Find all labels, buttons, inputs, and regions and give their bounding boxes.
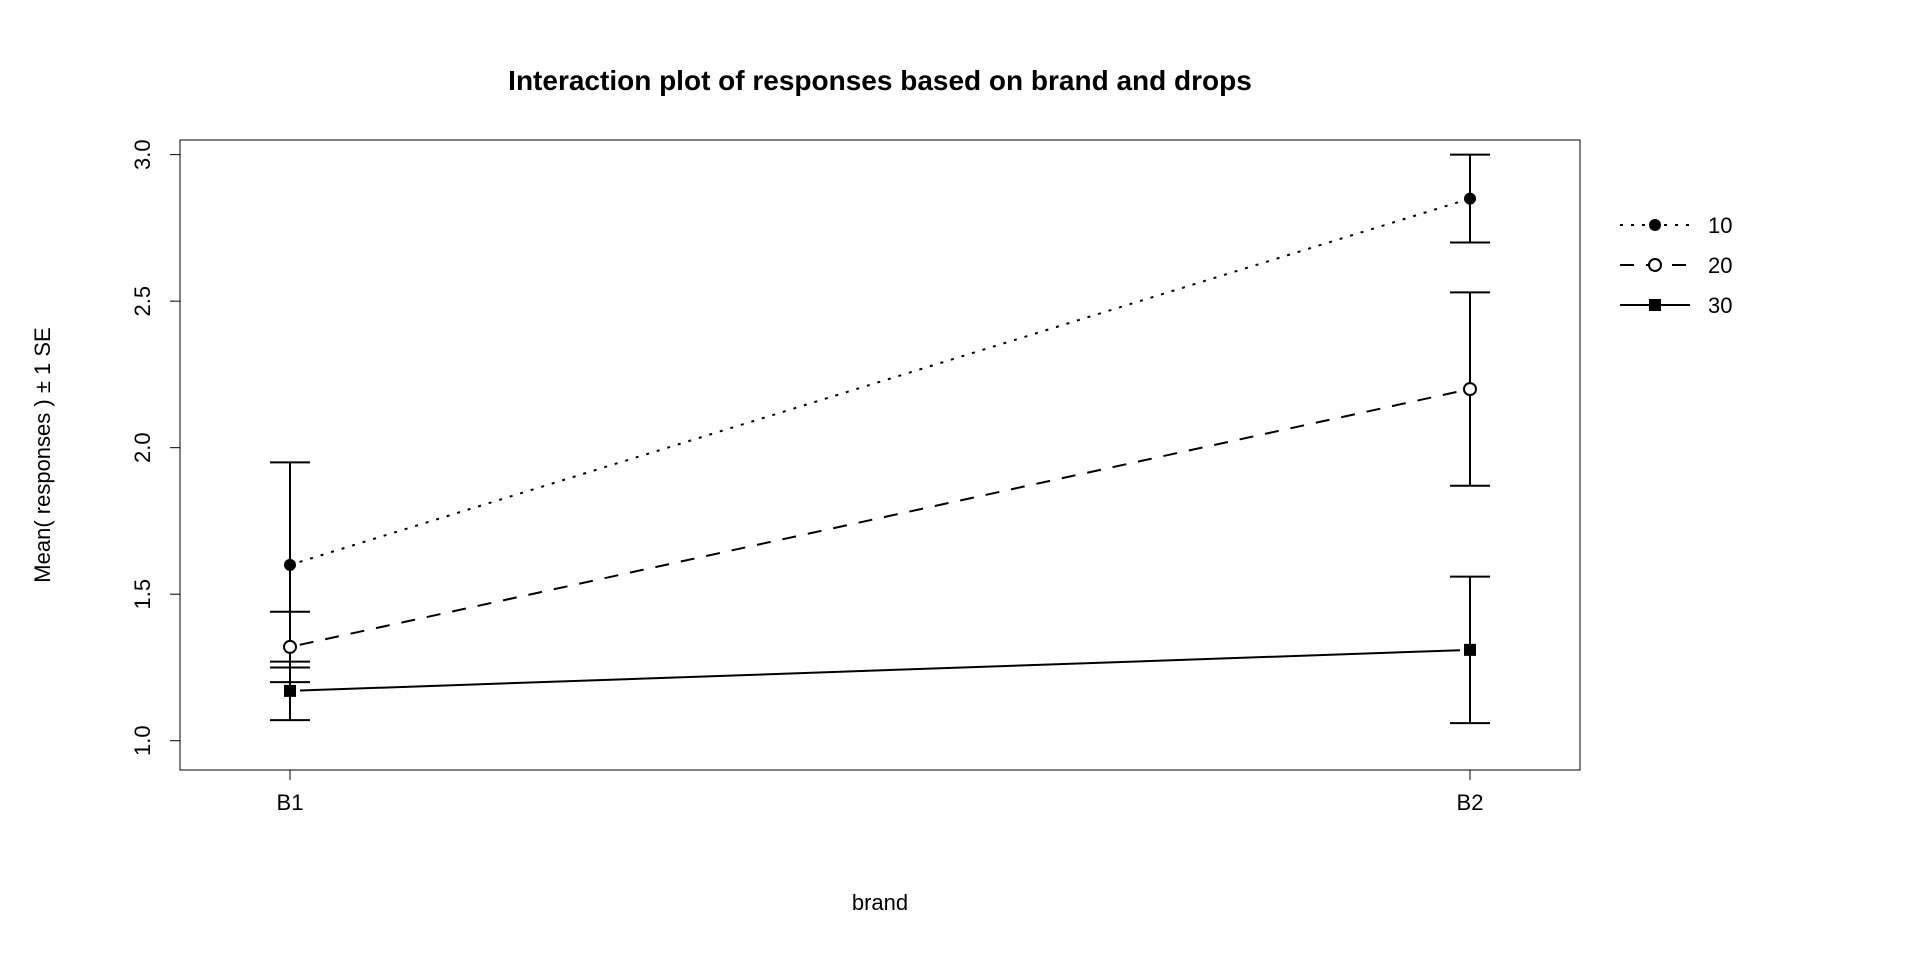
y-tick-label: 2.5 bbox=[130, 286, 155, 317]
marker-filled-square-icon bbox=[284, 685, 296, 697]
marker-filled-circle-icon bbox=[1464, 193, 1476, 205]
y-tick-label: 1.0 bbox=[130, 725, 155, 756]
y-tick-label: 2.0 bbox=[130, 432, 155, 463]
y-axis-label: Mean( responses ) ± 1 SE bbox=[30, 327, 55, 582]
series-point bbox=[284, 641, 296, 653]
marker-filled-circle-icon bbox=[1649, 219, 1661, 231]
interaction-plot: Interaction plot of responses based on b… bbox=[0, 0, 1920, 960]
marker-filled-square-icon bbox=[1464, 644, 1476, 656]
y-tick-label: 3.0 bbox=[130, 139, 155, 170]
series-point bbox=[1464, 193, 1476, 205]
marker-open-circle-icon bbox=[1649, 259, 1661, 271]
series-point bbox=[284, 685, 296, 697]
chart-title: Interaction plot of responses based on b… bbox=[508, 65, 1252, 96]
x-axis-label: brand bbox=[852, 890, 908, 915]
marker-filled-circle-icon bbox=[284, 559, 296, 571]
y-tick-label: 1.5 bbox=[130, 579, 155, 610]
legend-label: 20 bbox=[1708, 253, 1732, 278]
legend-label: 30 bbox=[1708, 293, 1732, 318]
series-point bbox=[1464, 644, 1476, 656]
marker-open-circle-icon bbox=[284, 641, 296, 653]
marker-open-circle-icon bbox=[1464, 383, 1476, 395]
x-tick-label: B1 bbox=[277, 790, 304, 815]
legend-label: 10 bbox=[1708, 213, 1732, 238]
series-point bbox=[1464, 383, 1476, 395]
series-point bbox=[284, 559, 296, 571]
x-tick-label: B2 bbox=[1457, 790, 1484, 815]
marker-filled-square-icon bbox=[1649, 299, 1661, 311]
